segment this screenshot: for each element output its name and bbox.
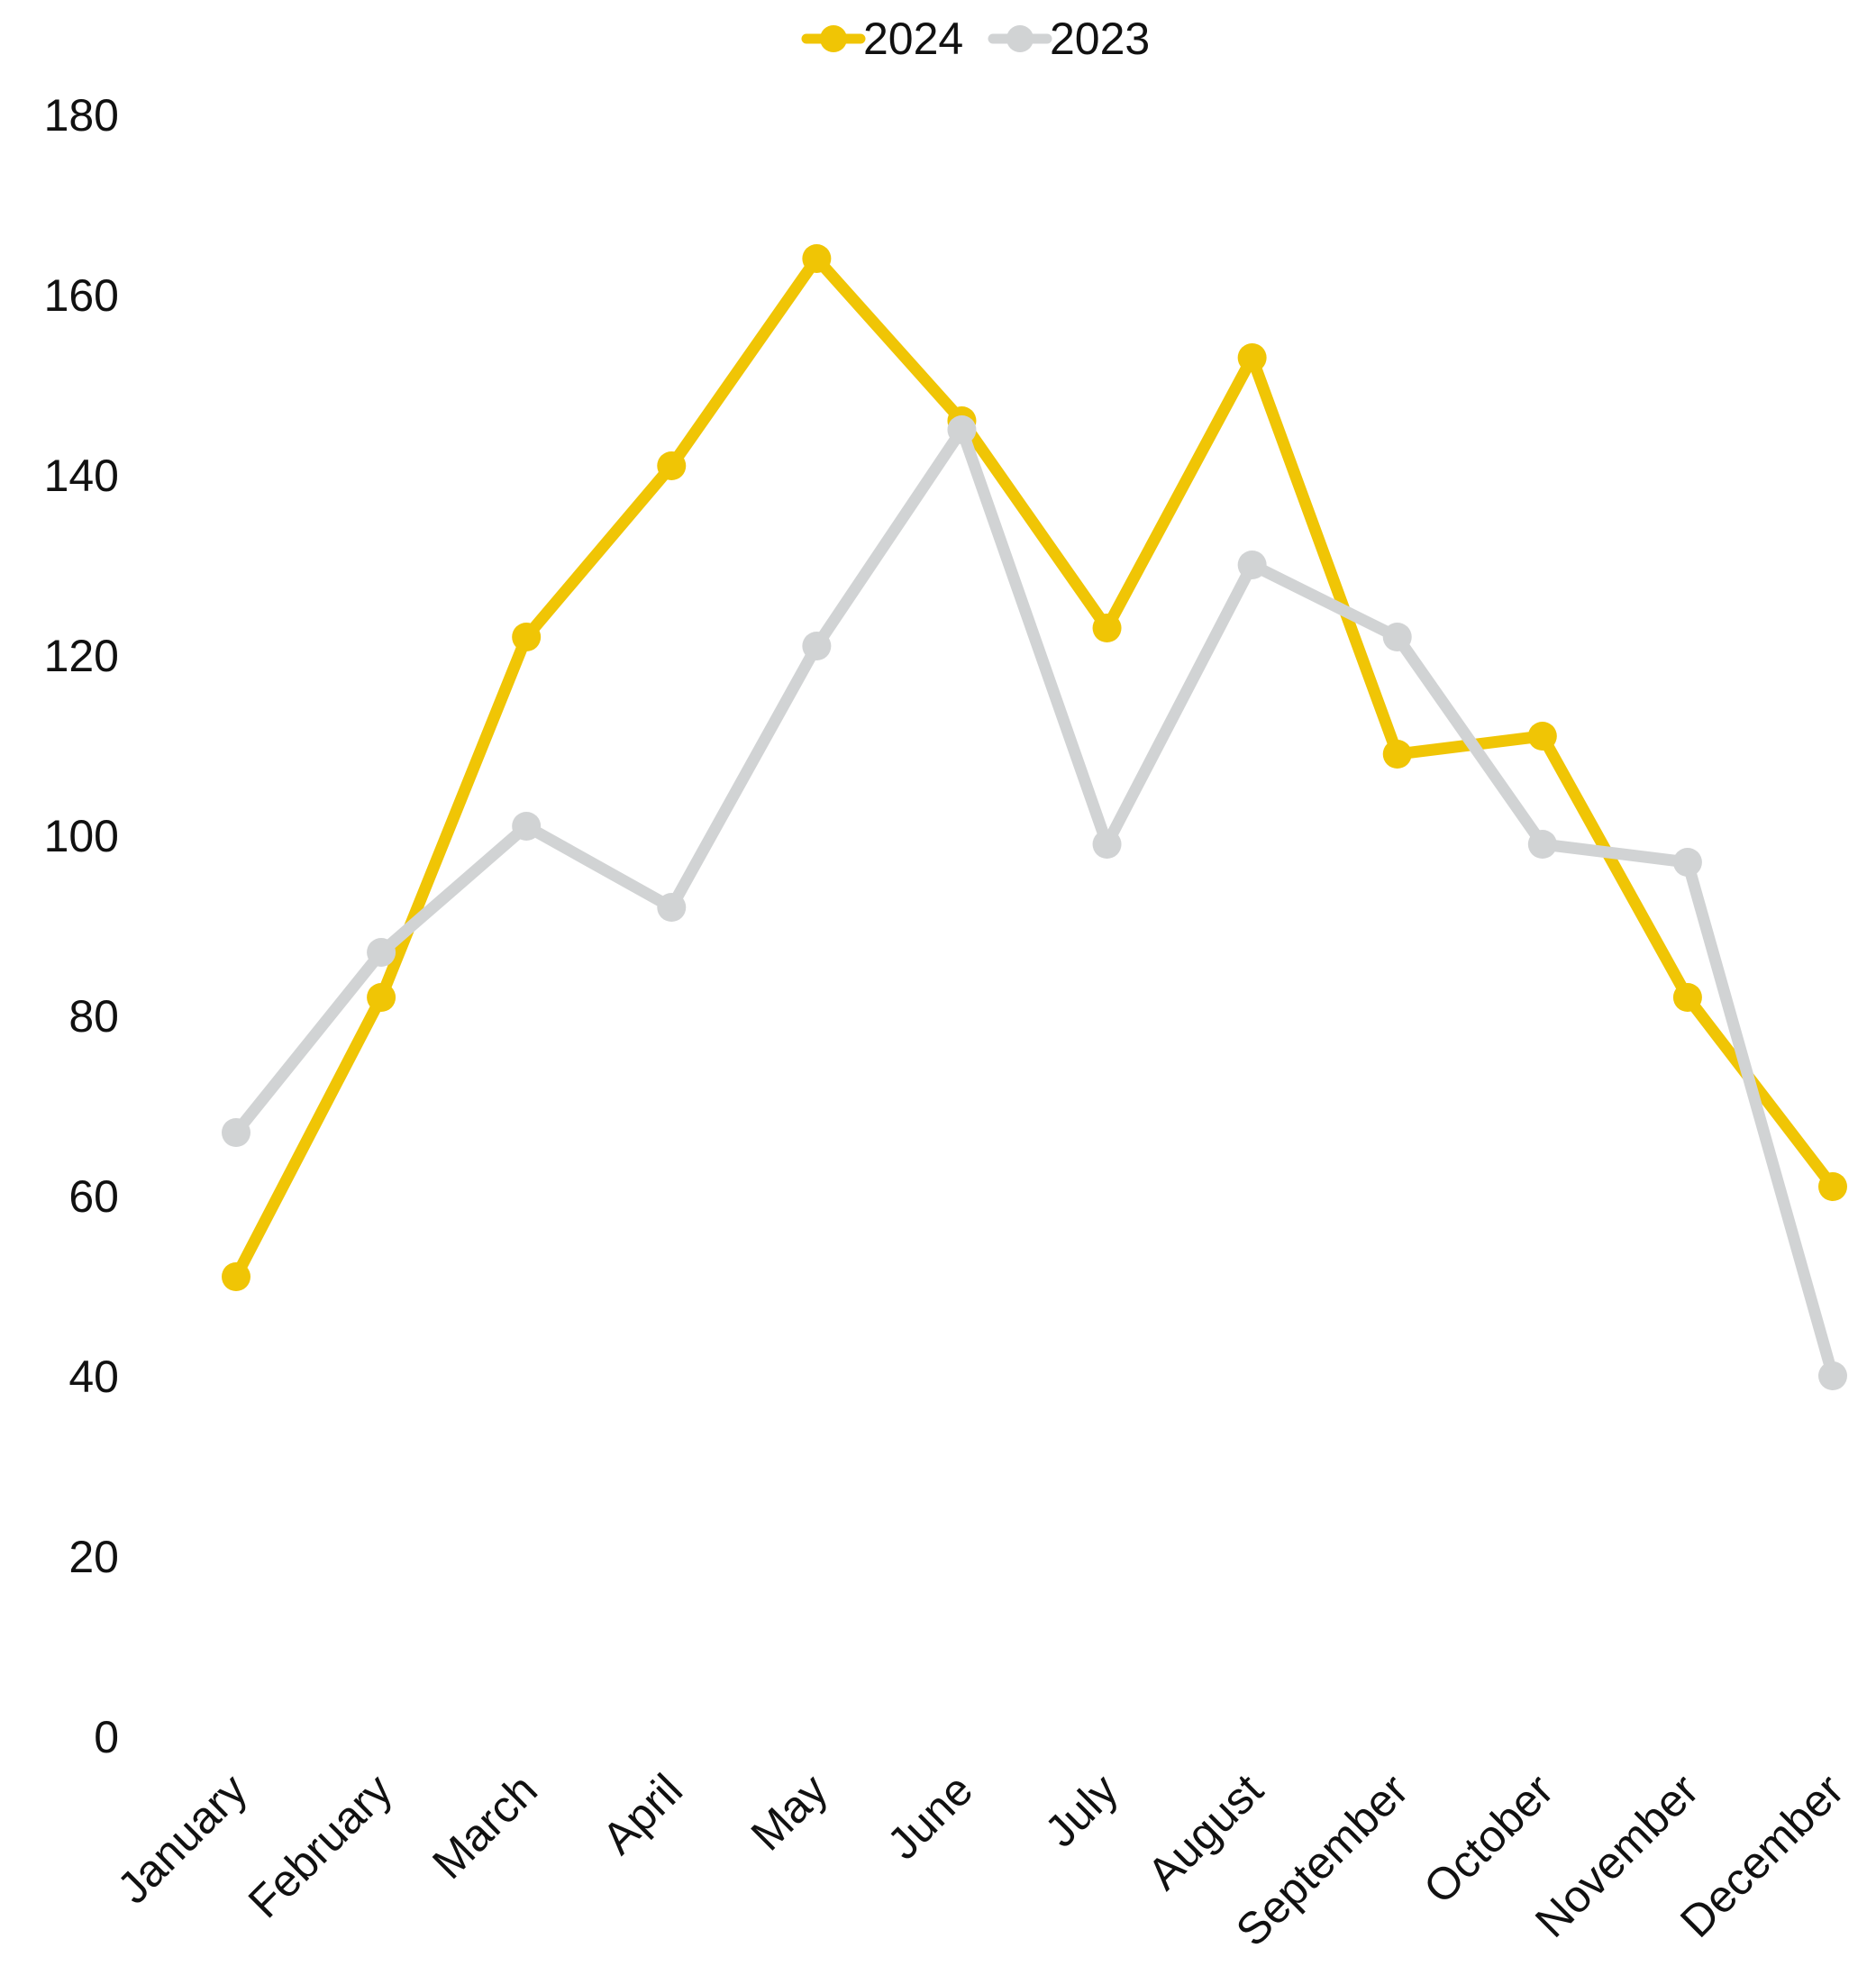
- data-point: [1527, 830, 1557, 859]
- data-point: [1818, 1361, 1847, 1390]
- data-point: [512, 812, 542, 841]
- data-point: [1818, 1172, 1847, 1201]
- data-point: [947, 415, 977, 444]
- data-point: [367, 983, 396, 1012]
- x-tick-label: February: [239, 1764, 402, 1927]
- data-point: [1382, 740, 1412, 769]
- data-point: [657, 451, 687, 480]
- x-tick-label: October: [1414, 1764, 1562, 1913]
- y-tick-label: 40: [68, 1352, 119, 1402]
- series-2024: [222, 244, 1847, 1291]
- series-line: [230, 252, 1839, 1283]
- x-tick-label: March: [423, 1764, 547, 1889]
- data-point: [1527, 722, 1557, 751]
- x-tick-label: April: [593, 1764, 692, 1863]
- series-layer: [222, 244, 1847, 1390]
- legend-label: 2024: [863, 14, 963, 64]
- y-tick-label: 80: [68, 991, 119, 1042]
- legend-marker: [1006, 25, 1034, 52]
- data-point: [222, 1262, 250, 1291]
- y-axis: 0 20 40 60 80 100 120 140 160 180: [44, 90, 119, 1762]
- y-tick-label: 160: [44, 270, 119, 321]
- data-point: [1237, 551, 1267, 579]
- y-tick-label: 100: [44, 811, 119, 861]
- y-tick-label: 60: [68, 1171, 119, 1222]
- legend-label: 2023: [1050, 14, 1150, 64]
- series-2023: [222, 415, 1847, 1390]
- data-point: [802, 632, 832, 660]
- legend-item-2023: 2023: [988, 14, 1150, 64]
- data-point: [512, 623, 542, 651]
- data-point: [1092, 830, 1122, 859]
- data-point: [1092, 614, 1122, 642]
- drop-lines: [234, 259, 1835, 1736]
- y-tick-label: 120: [44, 631, 119, 681]
- x-tick-label: May: [742, 1764, 837, 1860]
- data-point: [1382, 623, 1412, 651]
- x-tick-label: July: [1035, 1764, 1127, 1856]
- x-tick-label: June: [878, 1764, 982, 1869]
- legend-marker: [820, 25, 847, 52]
- data-point: [222, 1118, 250, 1147]
- data-point: [1237, 343, 1267, 372]
- legend: 2024 2023: [801, 14, 1150, 64]
- y-tick-label: 180: [44, 90, 119, 141]
- legend-item-2024: 2024: [801, 14, 963, 64]
- x-tick-label: August: [1138, 1764, 1273, 1899]
- y-tick-label: 20: [68, 1532, 119, 1582]
- data-point: [802, 244, 832, 273]
- data-point: [1672, 848, 1702, 877]
- x-tick-label: January: [107, 1764, 256, 1913]
- data-point: [657, 893, 687, 922]
- y-tick-label: 0: [94, 1712, 119, 1762]
- data-point: [367, 938, 396, 967]
- series-line: [230, 423, 1839, 1382]
- y-tick-label: 140: [44, 451, 119, 501]
- data-point: [1672, 983, 1702, 1012]
